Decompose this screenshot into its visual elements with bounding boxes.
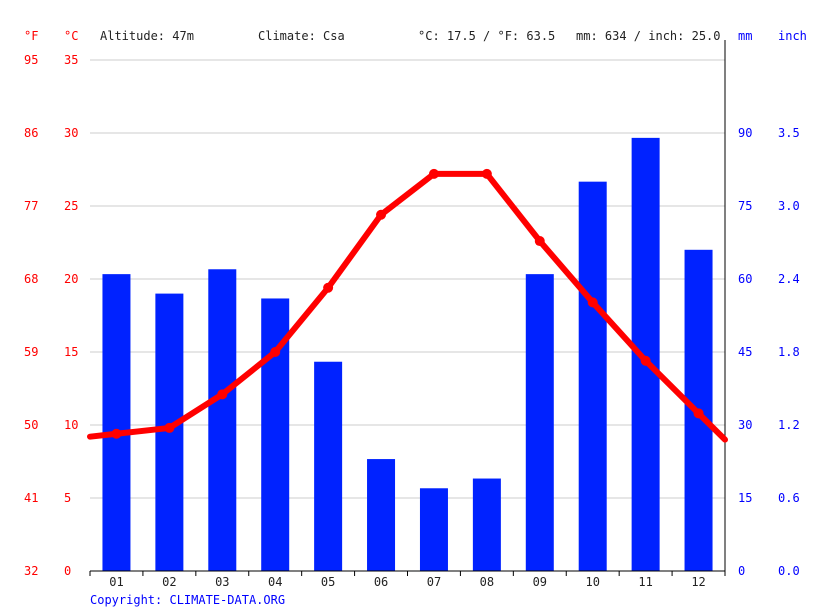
temperature-point — [534, 236, 545, 247]
temperature-point — [693, 408, 704, 419]
precipitation-bar — [631, 137, 660, 571]
inch-tick-label: 1.2 — [778, 418, 800, 432]
precipitation-bar — [578, 181, 607, 571]
mm-tick-label: 60 — [738, 272, 752, 286]
month-tick-label: 07 — [427, 575, 441, 589]
unit-inch-label: inch — [778, 29, 807, 43]
mm-tick-label: 45 — [738, 345, 752, 359]
inch-tick-label: 3.5 — [778, 126, 800, 140]
celsius-tick-label: 35 — [64, 53, 78, 67]
fahrenheit-tick-label: 32 — [24, 564, 38, 578]
month-tick-label: 06 — [374, 575, 388, 589]
altitude-label: Altitude: 47m — [100, 29, 194, 43]
temperature-point — [323, 282, 334, 293]
unit-celsius-label: °C — [64, 29, 78, 43]
temperature-point — [270, 347, 281, 357]
month-tick-label: 03 — [215, 575, 229, 589]
month-tick-label: 12 — [691, 575, 705, 589]
temperature-point — [587, 297, 598, 308]
fahrenheit-tick-label: 86 — [24, 126, 38, 140]
celsius-tick-label: 15 — [64, 345, 78, 359]
temperature-point — [428, 168, 439, 179]
gridlines — [90, 59, 725, 499]
inch-tick-label: 2.4 — [778, 272, 800, 286]
average-temperature-label: °C: 17.5 / °F: 63.5 — [418, 29, 555, 43]
mm-tick-label: 30 — [738, 418, 752, 432]
copyright-link[interactable]: Copyright: CLIMATE-DATA.ORG — [90, 593, 285, 607]
mm-tick-label: 90 — [738, 126, 752, 140]
month-tick-label: 05 — [321, 575, 335, 589]
mm-tick-label: 75 — [738, 199, 752, 213]
mm-tick-label: 15 — [738, 491, 752, 505]
month-tick-label: 11 — [638, 575, 652, 589]
celsius-tick-label: 25 — [64, 199, 78, 213]
axes — [89, 40, 726, 576]
precipitation-bar — [367, 459, 396, 571]
celsius-tick-label: 5 — [64, 491, 71, 505]
precipitation-bar — [102, 274, 131, 571]
month-tick-label: 02 — [162, 575, 176, 589]
temperature-point — [111, 428, 122, 439]
temperature-point — [481, 168, 492, 179]
precipitation-bar — [525, 274, 554, 571]
precipitation-bars — [102, 137, 713, 572]
celsius-tick-label: 0 — [64, 564, 71, 578]
inch-tick-label: 0.0 — [778, 564, 800, 578]
fahrenheit-tick-label: 77 — [24, 199, 38, 213]
fahrenheit-tick-label: 68 — [24, 272, 38, 286]
fahrenheit-tick-label: 50 — [24, 418, 38, 432]
fahrenheit-tick-label: 59 — [24, 345, 38, 359]
temperature-line — [87, 168, 728, 443]
month-tick-label: 08 — [480, 575, 494, 589]
month-tick-label: 09 — [533, 575, 547, 589]
month-tick-label: 10 — [585, 575, 599, 589]
inch-tick-label: 0.6 — [778, 491, 800, 505]
temperature-point — [640, 355, 651, 366]
inch-tick-label: 1.8 — [778, 345, 800, 359]
climate-label: Climate: Csa — [258, 29, 345, 43]
fahrenheit-tick-label: 41 — [24, 491, 38, 505]
temperature-line-path — [87, 170, 728, 443]
precipitation-bar — [208, 269, 237, 571]
fahrenheit-tick-label: 95 — [24, 53, 38, 67]
unit-mm-label: mm — [738, 29, 752, 43]
celsius-tick-label: 20 — [64, 272, 78, 286]
celsius-tick-label: 10 — [64, 418, 78, 432]
temperature-point — [217, 389, 228, 400]
celsius-tick-label: 30 — [64, 126, 78, 140]
precipitation-total-label: mm: 634 / inch: 25.0 — [576, 29, 721, 43]
temperature-point — [376, 209, 387, 220]
temperature-point — [164, 422, 175, 433]
precipitation-bar — [419, 488, 448, 571]
unit-fahrenheit-label: °F — [24, 29, 38, 43]
mm-tick-label: 0 — [738, 564, 745, 578]
tick-labels: 0 32 5 41 10 50 15 59 20 68 25 77 30 86 35 95 0 0.0 15 0.6 3… — [24, 53, 800, 589]
month-tick-label: 01 — [109, 575, 123, 589]
month-tick-label: 04 — [268, 575, 282, 589]
precipitation-bar — [314, 361, 343, 571]
inch-tick-label: 3.0 — [778, 199, 800, 213]
precipitation-bar — [472, 478, 501, 571]
